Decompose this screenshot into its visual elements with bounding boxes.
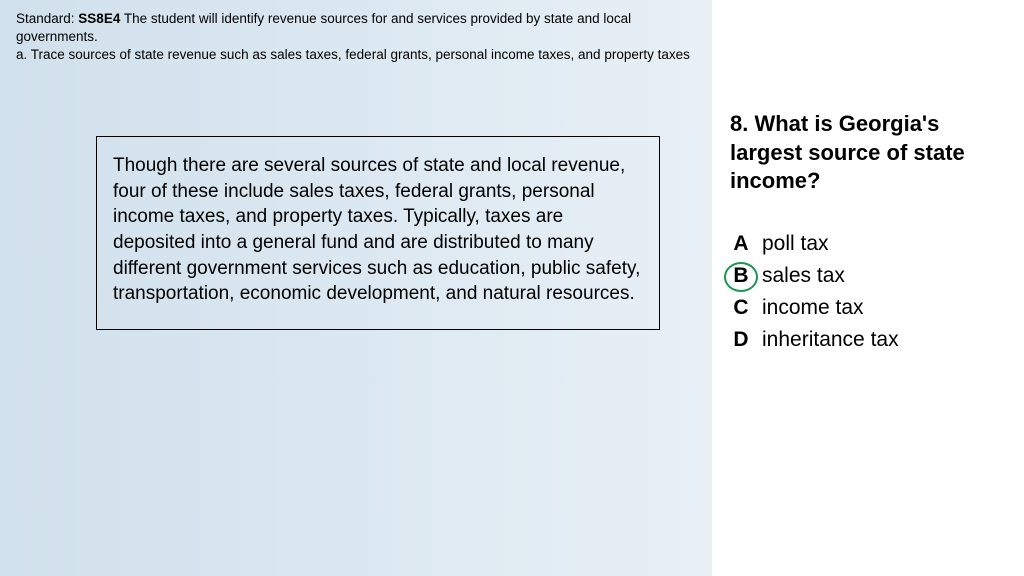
choice-text: income tax (762, 296, 864, 320)
left-panel: Standard: SS8E4 The student will identif… (0, 0, 712, 576)
choice-letter: D (730, 328, 752, 352)
sub-standard: a. Trace sources of state revenue such a… (16, 46, 696, 64)
slide: Standard: SS8E4 The student will identif… (0, 0, 1024, 576)
choice-row[interactable]: B sales tax (730, 264, 1006, 288)
choices-list: A poll tax B sales tax C income tax D in… (730, 232, 1006, 352)
choice-row[interactable]: D inheritance tax (730, 328, 1006, 352)
choice-text: poll tax (762, 232, 829, 256)
standard-label: Standard: (16, 11, 78, 26)
passage-text: Though there are several sources of stat… (113, 153, 643, 307)
choice-letter: C (730, 296, 752, 320)
question-text: 8. What is Georgia's largest source of s… (730, 110, 1006, 196)
choice-row[interactable]: A poll tax (730, 232, 1006, 256)
choice-letter: A (730, 232, 752, 256)
standard-line-1: Standard: SS8E4 The student will identif… (16, 10, 696, 46)
choice-text: sales tax (762, 264, 845, 288)
choice-row[interactable]: C income tax (730, 296, 1006, 320)
standard-header: Standard: SS8E4 The student will identif… (0, 0, 712, 65)
choice-letter: B (730, 264, 752, 288)
choice-text: inheritance tax (762, 328, 899, 352)
standard-code: SS8E4 (78, 11, 120, 26)
right-panel: 8. What is Georgia's largest source of s… (712, 0, 1024, 576)
passage-box: Though there are several sources of stat… (96, 136, 660, 330)
